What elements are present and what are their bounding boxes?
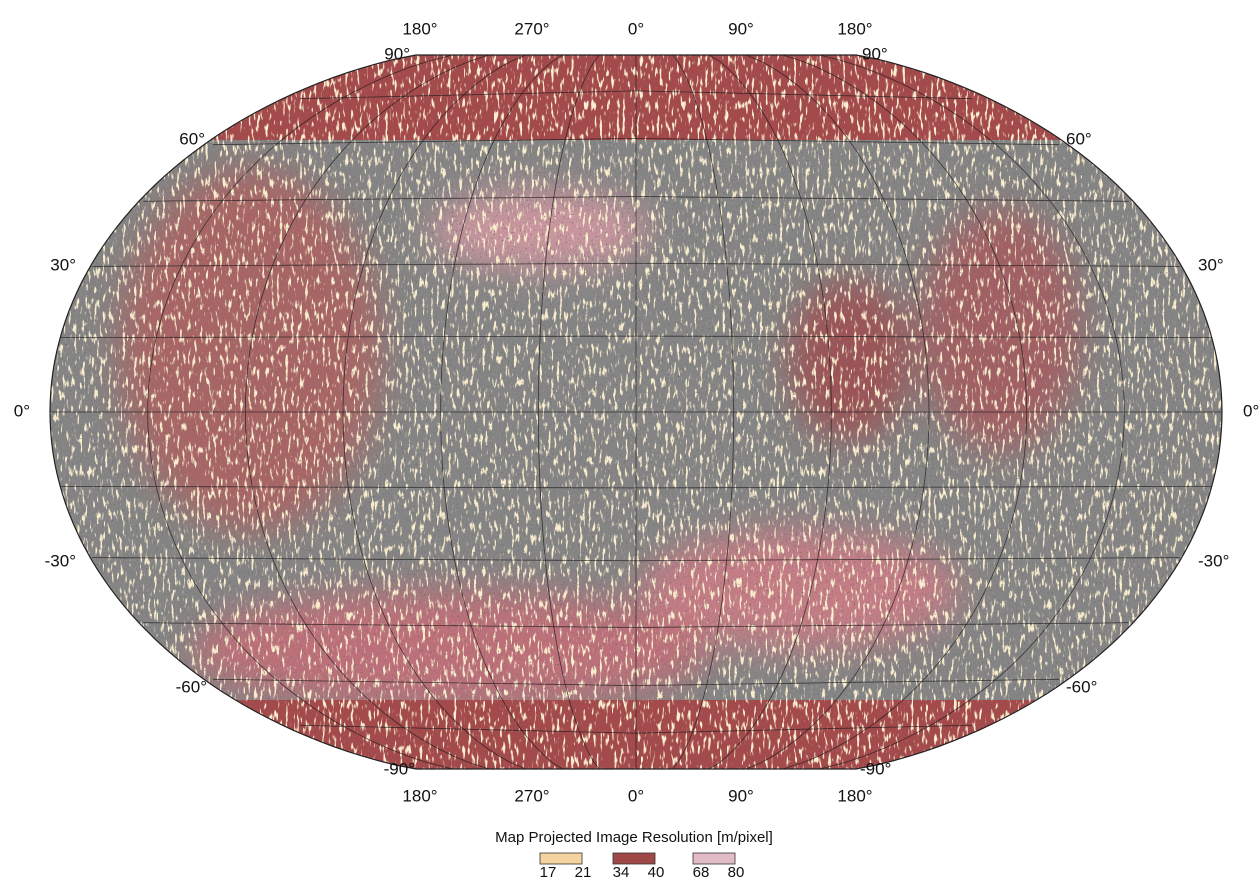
longitude-label: 180°	[837, 786, 872, 805]
longitude-label: 180°	[402, 19, 437, 38]
latitude-label: -60°	[1066, 677, 1097, 696]
latitude-label: 30°	[1198, 255, 1224, 274]
legend-low: 34	[613, 864, 630, 881]
legend-low: 17	[540, 864, 557, 881]
legend-high: 21	[575, 864, 592, 881]
longitude-label: 270°	[514, 786, 549, 805]
map-surface	[40, 40, 1240, 790]
latitude-label: -60°	[176, 677, 207, 696]
longitude-label: 270°	[514, 19, 549, 38]
legend-swatch	[613, 853, 655, 864]
latitude-label: 90°	[862, 44, 888, 63]
latitude-label: 0°	[1243, 401, 1259, 420]
legend-high: 80	[728, 864, 745, 881]
legend-swatch	[540, 853, 582, 864]
latitude-label: 0°	[14, 401, 30, 420]
latitude-label: -90°	[860, 759, 891, 778]
latitude-label: 30°	[50, 255, 76, 274]
longitude-label: 0°	[628, 19, 644, 38]
longitude-label: 0°	[628, 786, 644, 805]
latitude-label: -90°	[384, 759, 415, 778]
longitude-label: 90°	[728, 19, 754, 38]
latitude-label: 90°	[384, 44, 410, 63]
longitude-label: 180°	[837, 19, 872, 38]
legend-high: 40	[648, 864, 665, 881]
legend-title: Map Projected Image Resolution [m/pixel]	[495, 829, 773, 846]
legend-low: 68	[693, 864, 710, 881]
legend-swatch	[693, 853, 735, 864]
map-figure: 180° 270° 0° 90° 180° 180° 270° 0° 90° 180° 90° 60°…	[0, 0, 1260, 882]
longitude-label: 90°	[728, 786, 754, 805]
page: 180° 270° 0° 90° 180° 180° 270° 0° 90° 180° 90° 60°…	[0, 0, 1260, 882]
latitude-label: 60°	[179, 129, 205, 148]
latitude-label: -30°	[1198, 551, 1229, 570]
latitude-label: 60°	[1066, 129, 1092, 148]
latitude-label: -30°	[45, 551, 76, 570]
longitude-label: 180°	[402, 786, 437, 805]
